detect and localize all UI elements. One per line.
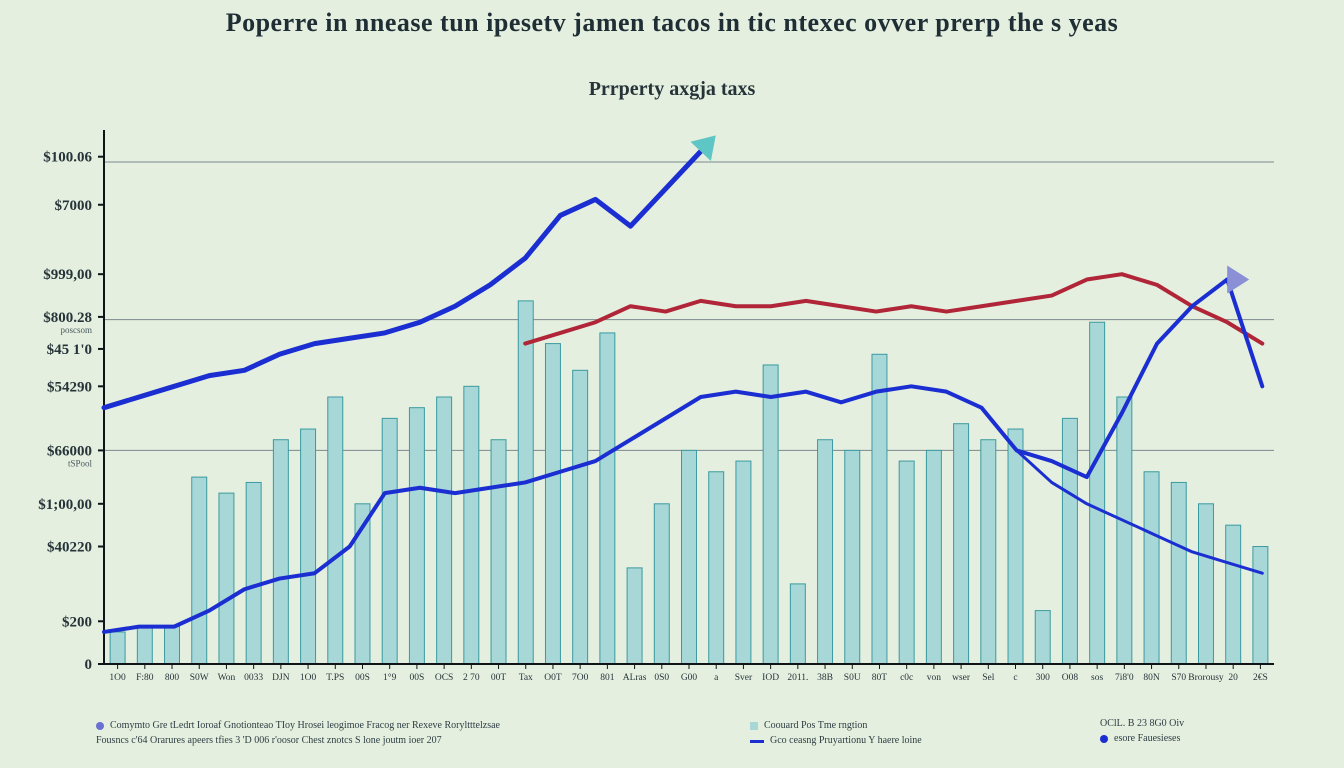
svg-text:2€S: 2€S — [1253, 673, 1268, 683]
svg-text:$40220: $40220 — [47, 540, 92, 556]
svg-text:7i8'0: 7i8'0 — [1115, 673, 1134, 683]
svg-text:c0c: c0c — [900, 673, 913, 683]
svg-text:$100.06: $100.06 — [43, 150, 92, 166]
svg-text:00S: 00S — [355, 673, 370, 683]
legend-left: Comymto Gre tLedrt Ioroaf Gnotionteao TI… — [96, 720, 500, 749]
svg-text:$200: $200 — [62, 614, 92, 630]
svg-text:sos: sos — [1091, 673, 1103, 683]
svg-text:1°9: 1°9 — [383, 672, 397, 683]
svg-text:OCS: OCS — [435, 673, 453, 683]
svg-text:DJN: DJN — [272, 673, 290, 683]
svg-text:800: 800 — [165, 673, 180, 683]
svg-text:7O0: 7O0 — [572, 673, 589, 683]
svg-text:Brorousy: Brorousy — [1188, 673, 1224, 683]
svg-text:a: a — [714, 673, 719, 683]
svg-text:801: 801 — [600, 673, 615, 683]
svg-text:38B: 38B — [817, 673, 833, 683]
svg-text:1O0: 1O0 — [109, 673, 126, 683]
svg-text:$800.28: $800.28 — [43, 310, 92, 326]
legend-mid: Coouard Pos Tme rngtionGco ceasng Pruyar… — [750, 720, 922, 749]
svg-text:Won: Won — [218, 673, 236, 683]
svg-text:O08: O08 — [1062, 673, 1079, 683]
svg-text:$54290: $54290 — [47, 379, 92, 395]
svg-text:Sver: Sver — [735, 673, 753, 683]
svg-text:0S0: 0S0 — [654, 673, 669, 683]
svg-text:$7000: $7000 — [55, 198, 93, 214]
svg-text:$66000: $66000 — [47, 443, 92, 459]
chart-title: Poperre in nnease tun ipesetv jamen taco… — [0, 8, 1344, 38]
svg-text:80T: 80T — [872, 673, 888, 683]
svg-text:$1;00,00: $1;00,00 — [38, 497, 92, 513]
svg-text:von: von — [927, 673, 942, 683]
svg-text:Sel: Sel — [982, 673, 995, 683]
svg-text:20: 20 — [1228, 673, 1238, 683]
svg-text:0033: 0033 — [244, 673, 263, 683]
svg-text:S0U: S0U — [844, 673, 861, 683]
svg-text:00S: 00S — [410, 673, 425, 683]
svg-text:Tax: Tax — [519, 673, 533, 683]
svg-text:300: 300 — [1036, 673, 1051, 683]
svg-text:c: c — [1013, 673, 1017, 683]
svg-text:G00: G00 — [681, 673, 698, 683]
chart-svg: 0 $200 $40220 $1;00,00 $66000tSPool $54290 $45… — [14, 130, 1284, 724]
svg-text:poscsom: poscsom — [61, 325, 93, 335]
svg-text:T.PS: T.PS — [326, 673, 344, 683]
svg-text:F:80: F:80 — [136, 673, 154, 683]
svg-text:tSPool: tSPool — [68, 458, 93, 468]
svg-text:$45 1'0: $45 1'0 — [47, 342, 92, 358]
svg-text:0: 0 — [85, 657, 93, 673]
svg-text:S70: S70 — [1171, 673, 1186, 683]
svg-text:wser: wser — [952, 673, 971, 683]
svg-text:O0T: O0T — [544, 673, 562, 683]
svg-text:S0W: S0W — [190, 673, 209, 683]
svg-text:1O0: 1O0 — [300, 673, 317, 683]
svg-text:$999,00: $999,00 — [43, 267, 92, 283]
svg-text:80N: 80N — [1143, 673, 1160, 683]
svg-text:00T: 00T — [491, 673, 507, 683]
svg-text:IOD: IOD — [762, 673, 779, 683]
svg-text:2011.: 2011. — [787, 673, 808, 683]
svg-text:2 70: 2 70 — [463, 673, 480, 683]
plot-area: 0 $200 $40220 $1;00,00 $66000tSPool $54290 $45… — [14, 130, 1284, 724]
legend-right: OClL. B 23 8G0 Oivesore Fauesieses — [1100, 718, 1184, 747]
chart-subtitle: Prrperty axgja taxs — [0, 78, 1344, 101]
svg-text:ALras: ALras — [623, 673, 647, 683]
